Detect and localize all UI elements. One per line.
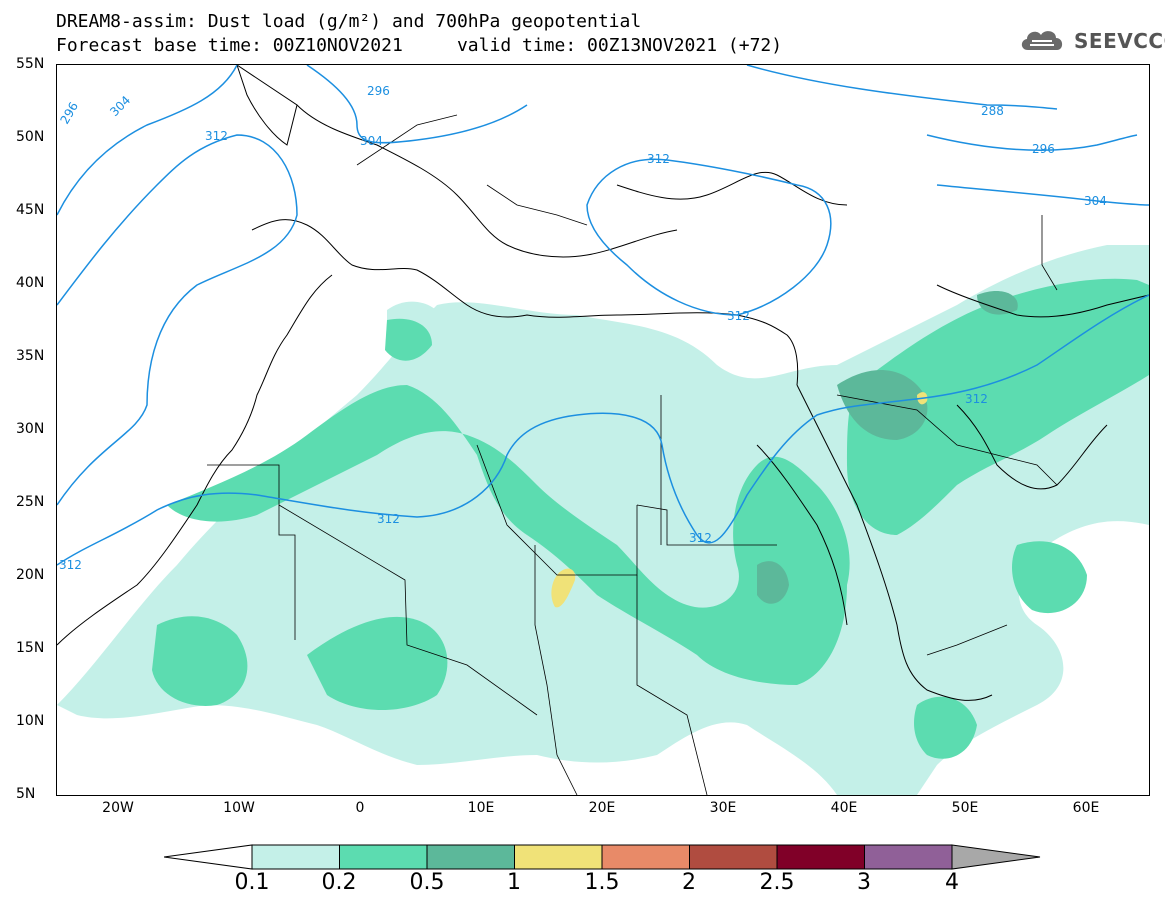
lat-label: 10N [16,713,45,729]
contour-label: 304 [1084,194,1107,208]
lon-label: 60E [1072,800,1100,816]
colorbar-tick: 0.5 [409,870,445,895]
lat-label: 50N [16,129,45,145]
geopotential-contours [57,65,1149,566]
colorbar-tick: 4 [945,870,959,895]
lat-label: 45N [16,202,45,218]
colorbar [164,844,1041,870]
lat-label: 40N [16,275,45,291]
lat-label: 20N [16,567,45,583]
colorbar-tick: 1 [507,870,521,895]
contour-label: 296 [367,84,390,98]
colorbar-under-arrow [164,844,253,870]
coastlines [57,65,1149,701]
lat-label: 30N [16,421,45,437]
lat-label: 25N [16,494,45,510]
lon-label: 10E [467,800,495,816]
contour-label: 312 [647,152,670,166]
contour-label: 304 [360,134,383,148]
map-canvas: 296 304 296 304 312 312 312 312 312 312 … [57,65,1149,795]
colorbar-tick: 0.1 [234,870,270,895]
lon-label: 20E [588,800,616,816]
dust-layer-high [757,290,1018,604]
contour-labels: 296 304 296 304 312 312 312 312 312 312 … [57,84,1106,572]
seevccc-logo: SEEVCCC [1018,26,1165,56]
contour-label: 304 [107,93,133,119]
colorbar-tick: 3 [857,870,871,895]
lon-label: 30E [709,800,737,816]
colorbar-cell [776,844,865,870]
lon-label: 10W [223,800,255,816]
colorbar-cell [864,844,953,870]
lat-label: 15N [16,640,45,656]
chart-subtitle: Forecast base time: 00Z10NOV2021 valid t… [56,35,783,56]
lon-label: 50E [951,800,979,816]
contour-label: 296 [57,100,81,127]
contour-label: 312 [689,531,712,545]
lat-label: 5N [16,786,36,802]
dust-layer-mid [152,278,1149,759]
cloud-icon [1021,31,1063,50]
contour-label: 312 [59,558,82,572]
contour-label: 288 [981,104,1004,118]
colorbar-tick: 2 [682,870,696,895]
contour-label: 312 [377,512,400,526]
colorbar-cell [251,844,340,870]
colorbar-cell [426,844,515,870]
colorbar-tick: 1.5 [584,870,620,895]
contour-label: 312 [727,309,750,323]
borders [207,114,1058,795]
lon-label: 20W [102,800,134,816]
lon-label: 40E [830,800,858,816]
colorbar-tick: 2.5 [759,870,795,895]
lat-label: 55N [16,56,45,72]
contour-label: 312 [205,129,228,143]
lat-label: 35N [16,348,45,364]
contour-label: 312 [965,392,988,406]
colorbar-over-arrow [951,844,1041,870]
lon-label: 0 [355,800,365,816]
colorbar-cell [339,844,428,870]
colorbar-tick: 0.2 [321,870,357,895]
colorbar-cell [689,844,778,870]
map-panel: 296 304 296 304 312 312 312 312 312 312 … [56,64,1150,796]
colorbar-cell [601,844,690,870]
chart-title: DREAM8-assim: Dust load (g/m²) and 700hP… [56,11,642,32]
colorbar-cell [514,844,603,870]
logo-text: SEEVCCC [1074,29,1165,53]
contour-label: 296 [1032,142,1055,156]
